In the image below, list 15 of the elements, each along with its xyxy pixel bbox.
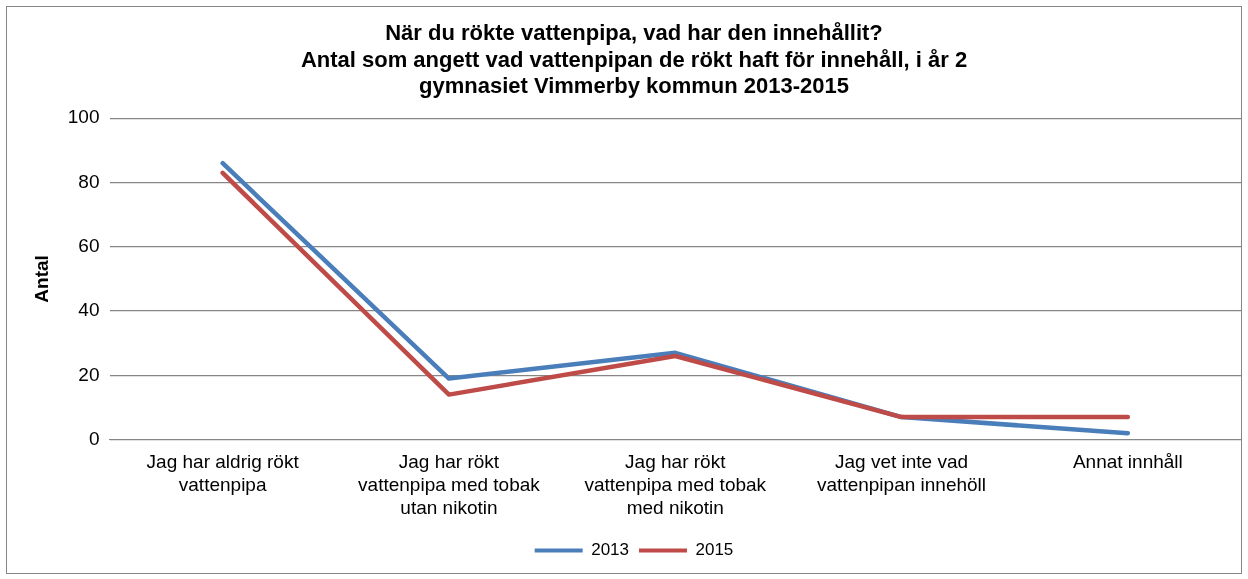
- legend-label: 2013: [591, 540, 630, 560]
- x-tick-label: Jag har rökt vattenpipa med tobak utan nikotin: [358, 451, 541, 518]
- x-tick-label: Jag vet inte vad vattenpipan innehöll: [817, 451, 987, 496]
- y-tick-label: 80: [78, 170, 100, 192]
- y-tick-label: 40: [78, 299, 100, 321]
- y-tick-label: 20: [78, 363, 100, 385]
- legend-label: 2015: [695, 540, 734, 560]
- y-tick-label: 0: [88, 427, 100, 449]
- y-tick-label: 100: [67, 106, 100, 128]
- y-tick-label: 60: [78, 234, 100, 256]
- x-tick-label: Jag har rökt vattenpipa med tobak med nikotin: [584, 451, 767, 518]
- x-tick-label: Annat innhåll: [1072, 451, 1183, 473]
- y-axis-title: Antal: [30, 255, 52, 303]
- chart-title: När du rökte vattenpipa, vad har den innehållit? Antal som angett vad vattenpipan de rökt haft för innehåll, i år 2 gymnasiet Vimmerby kommun 2013-2015: [300, 20, 968, 99]
- x-tick-label: Jag har aldrig rökt vattenpipa: [146, 451, 300, 496]
